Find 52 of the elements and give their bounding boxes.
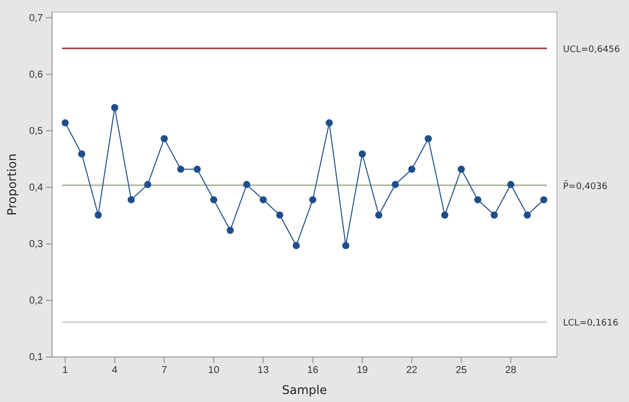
point xyxy=(309,196,316,204)
y-tick-label: 0,5 xyxy=(29,126,44,137)
point xyxy=(243,180,250,188)
ref-line-label: UCL=0,6456 xyxy=(563,44,620,55)
point xyxy=(524,211,531,219)
x-tick-label: 4 xyxy=(112,365,118,376)
point xyxy=(160,135,168,142)
x-tick-label: 10 xyxy=(208,365,220,376)
point xyxy=(226,226,234,234)
y-tick-label: 0,3 xyxy=(29,239,44,250)
point xyxy=(424,135,432,142)
point xyxy=(458,166,465,173)
point xyxy=(78,150,86,158)
point xyxy=(144,180,152,188)
point xyxy=(392,180,399,188)
ref-line-label: LCL=0,1616 xyxy=(563,318,619,329)
x-tick-label: 13 xyxy=(258,365,270,376)
x-axis-title: Sample xyxy=(282,383,327,397)
x-tick-label: 28 xyxy=(505,365,517,376)
x-tick-label: 22 xyxy=(406,365,418,376)
x-tick-label: 25 xyxy=(456,365,468,376)
point xyxy=(441,211,448,219)
point xyxy=(507,180,514,188)
point xyxy=(94,211,102,219)
point xyxy=(474,196,482,204)
point xyxy=(358,150,366,158)
point xyxy=(210,196,218,204)
y-axis-title: Proportion xyxy=(5,154,19,216)
point xyxy=(292,242,300,250)
point xyxy=(342,242,350,250)
point xyxy=(375,211,382,219)
x-tick-label: 1 xyxy=(62,365,68,376)
y-tick-label: 0,2 xyxy=(29,296,44,307)
point xyxy=(177,166,184,173)
ref-line-label: P̄=0,4036 xyxy=(563,180,608,192)
y-tick-label: 0,1 xyxy=(29,352,44,364)
point xyxy=(128,196,135,204)
y-tick-label: 0,6 xyxy=(29,69,44,80)
point xyxy=(111,104,118,112)
point xyxy=(276,211,284,219)
point xyxy=(408,166,416,173)
x-tick-label: 7 xyxy=(161,365,168,376)
x-tick-label: 16 xyxy=(307,365,319,376)
point xyxy=(490,211,498,219)
point xyxy=(260,196,267,204)
point xyxy=(540,196,548,204)
point xyxy=(326,119,333,126)
x-tick-label: 19 xyxy=(356,365,368,376)
y-tick-label: 0,4 xyxy=(29,182,44,194)
point xyxy=(194,166,201,173)
point xyxy=(62,119,69,126)
y-tick-label: 0,7 xyxy=(29,12,44,24)
